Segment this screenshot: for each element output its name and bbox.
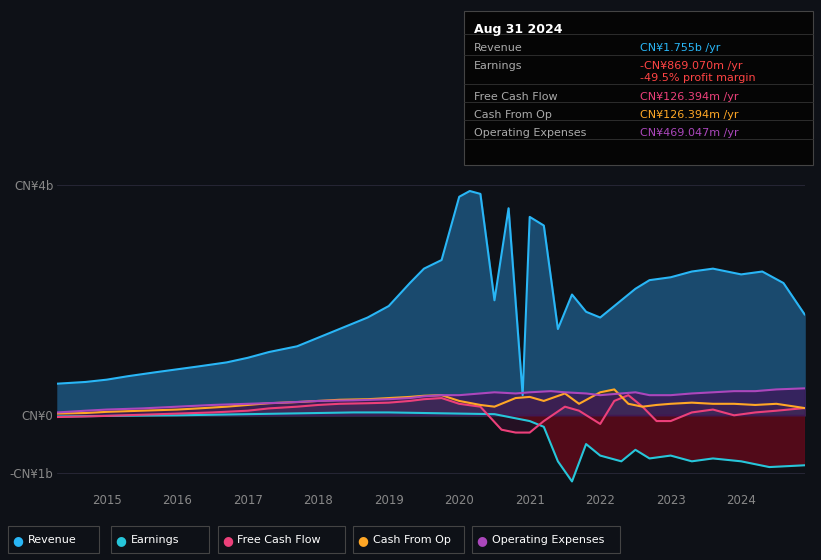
Text: Cash From Op: Cash From Op <box>373 535 451 545</box>
Text: CN¥126.394m /yr: CN¥126.394m /yr <box>640 92 739 102</box>
Text: Cash From Op: Cash From Op <box>474 110 552 120</box>
Text: ●: ● <box>115 534 126 547</box>
Text: Operating Expenses: Operating Expenses <box>474 128 586 138</box>
Text: Operating Expenses: Operating Expenses <box>492 535 604 545</box>
Text: Aug 31 2024: Aug 31 2024 <box>474 22 562 36</box>
Text: ●: ● <box>222 534 233 547</box>
Text: Earnings: Earnings <box>474 61 522 71</box>
Text: Free Cash Flow: Free Cash Flow <box>474 92 557 102</box>
Text: Free Cash Flow: Free Cash Flow <box>237 535 321 545</box>
Text: CN¥469.047m /yr: CN¥469.047m /yr <box>640 128 739 138</box>
Text: Revenue: Revenue <box>474 43 522 53</box>
Text: ●: ● <box>12 534 24 547</box>
Text: Earnings: Earnings <box>131 535 179 545</box>
Text: -CN¥869.070m /yr: -CN¥869.070m /yr <box>640 61 743 71</box>
Text: ●: ● <box>357 534 369 547</box>
Text: Revenue: Revenue <box>28 535 76 545</box>
Text: CN¥1.755b /yr: CN¥1.755b /yr <box>640 43 721 53</box>
Text: ●: ● <box>476 534 488 547</box>
Text: -49.5% profit margin: -49.5% profit margin <box>640 73 756 83</box>
Text: CN¥126.394m /yr: CN¥126.394m /yr <box>640 110 739 120</box>
